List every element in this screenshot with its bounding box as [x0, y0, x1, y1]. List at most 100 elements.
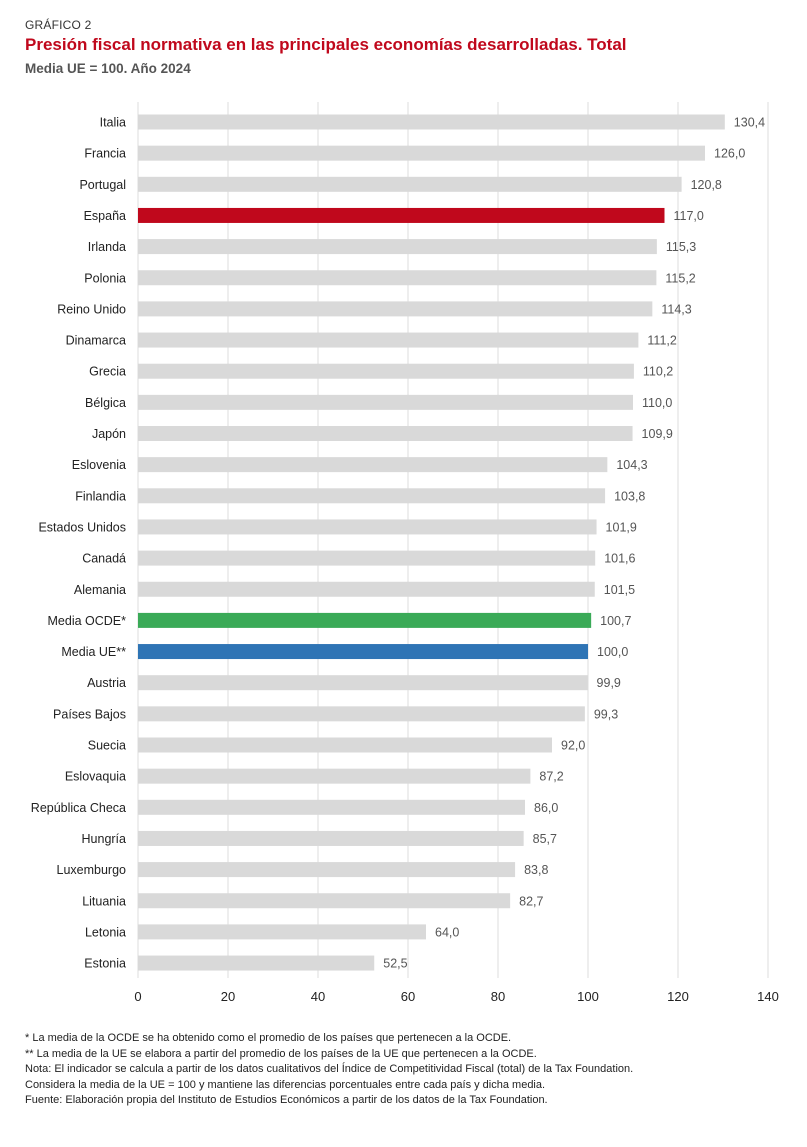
data-label: 100,7	[600, 614, 631, 628]
bar	[138, 612, 592, 628]
data-label: 101,6	[604, 552, 635, 566]
data-label: 111,2	[647, 334, 676, 348]
data-label: 64,0	[435, 925, 459, 939]
x-tick-label: 100	[577, 989, 599, 1004]
bar	[138, 394, 633, 410]
data-label: 92,0	[561, 739, 585, 753]
bar-chart: Italia Francia Portugal España Irlanda Poloni…	[31, 102, 779, 1004]
category-labels: Italia Francia Portugal España Irlanda Poloni…	[31, 116, 126, 971]
bar	[138, 176, 682, 192]
category-label: Alemania	[74, 583, 126, 597]
chart-title: Presión fiscal normativa en las principa…	[25, 35, 627, 54]
data-label: 101,5	[604, 583, 635, 597]
footnote-note-cont: Considera la media de la UE = 100 y mant…	[25, 1078, 546, 1091]
category-label: Países Bajos	[53, 707, 126, 721]
data-label: 117,0	[674, 209, 704, 223]
chart-subtitle: Media UE = 100. Año 2024	[25, 61, 191, 76]
category-label: Austria	[87, 676, 126, 690]
bar	[138, 270, 657, 286]
bar	[138, 145, 705, 161]
category-label: Irlanda	[88, 240, 126, 254]
category-label: España	[84, 209, 126, 223]
bar	[138, 332, 639, 348]
data-label: 86,0	[534, 801, 558, 815]
footnote-note: Nota: El indicador se calcula a partir d…	[25, 1063, 634, 1075]
data-label: 109,9	[642, 427, 673, 441]
x-tick-label: 120	[667, 989, 689, 1004]
category-label: Eslovaquia	[65, 770, 126, 784]
bar	[138, 426, 633, 441]
bar	[138, 114, 725, 130]
bar	[138, 363, 634, 379]
data-label: 99,9	[597, 676, 621, 690]
data-label: 103,8	[614, 489, 645, 503]
category-label: Estonia	[84, 957, 126, 971]
category-label: Hungría	[82, 832, 127, 846]
chart-header: GRÁFICO 2 Presión fiscal normativa en la…	[25, 18, 627, 76]
data-label: 130,4	[734, 116, 765, 130]
category-label: Italia	[100, 116, 126, 130]
category-label: Suecia	[88, 739, 126, 753]
x-tick-label: 20	[221, 989, 235, 1004]
data-label: 101,9	[606, 520, 637, 534]
data-label: 110,2	[643, 365, 673, 379]
x-tick-label: 140	[757, 989, 779, 1004]
data-label: 115,2	[665, 271, 695, 285]
bar	[138, 457, 608, 473]
category-label: Portugal	[79, 178, 126, 192]
bar	[138, 737, 552, 753]
x-tick-label: 0	[134, 989, 141, 1004]
bar	[138, 581, 595, 597]
bar	[138, 488, 606, 504]
bar	[138, 207, 665, 223]
footnote-oecd: * La media de la OCDE se ha obtenido com…	[25, 1032, 512, 1044]
data-label: 120,8	[691, 178, 722, 192]
category-label: Japón	[92, 427, 126, 441]
category-label: Polonia	[84, 271, 126, 285]
footnote-eu: ** La media de la UE se elabora a partir…	[25, 1047, 537, 1060]
category-label: Estados Unidos	[38, 520, 126, 534]
x-tick-label: 40	[311, 989, 325, 1004]
category-label: Media OCDE*	[48, 614, 127, 628]
x-tick-label: 60	[401, 989, 415, 1004]
category-label: Reino Unido	[57, 302, 126, 316]
bar	[138, 519, 597, 535]
category-label: Luxemburgo	[57, 863, 127, 877]
bar	[138, 675, 588, 691]
gridlines	[137, 102, 769, 978]
data-label: 110,0	[642, 396, 672, 410]
category-label: Lituania	[82, 894, 126, 908]
category-label: Grecia	[89, 365, 126, 379]
data-label: 83,8	[524, 863, 548, 877]
bars	[138, 114, 725, 971]
category-label: Francia	[84, 147, 126, 161]
data-label: 85,7	[533, 832, 557, 846]
category-label: Canadá	[82, 552, 126, 566]
bar	[138, 768, 531, 784]
category-label: Eslovenia	[72, 458, 126, 472]
category-label: Media UE**	[61, 645, 126, 659]
x-tick-label: 80	[491, 989, 505, 1004]
bar	[138, 706, 585, 722]
bar	[138, 862, 516, 878]
data-label: 52,5	[383, 957, 407, 971]
bar	[138, 799, 525, 815]
data-label: 100,0	[597, 645, 628, 659]
data-label: 82,7	[519, 894, 543, 908]
bar	[138, 550, 596, 566]
category-label: Bélgica	[85, 396, 126, 410]
data-label: 126,0	[714, 147, 745, 161]
bar	[138, 239, 657, 255]
data-label: 99,3	[594, 707, 618, 721]
x-axis-ticks: 0 20 40 60 80 100 120 140	[134, 989, 778, 1004]
category-label: República Checa	[31, 801, 126, 815]
chart-kicker: GRÁFICO 2	[25, 18, 92, 32]
bar	[138, 830, 524, 846]
bar	[138, 893, 511, 909]
data-label: 114,3	[661, 302, 691, 316]
bar	[138, 955, 375, 971]
category-label: Letonia	[85, 925, 126, 939]
footnotes: * La media de la OCDE se ha obtenido com…	[25, 1031, 633, 1109]
value-labels: 130,4 126,0 120,8 117,0 115,3 115,2 114,3 111,2…	[383, 116, 765, 971]
data-label: 115,3	[666, 240, 696, 254]
